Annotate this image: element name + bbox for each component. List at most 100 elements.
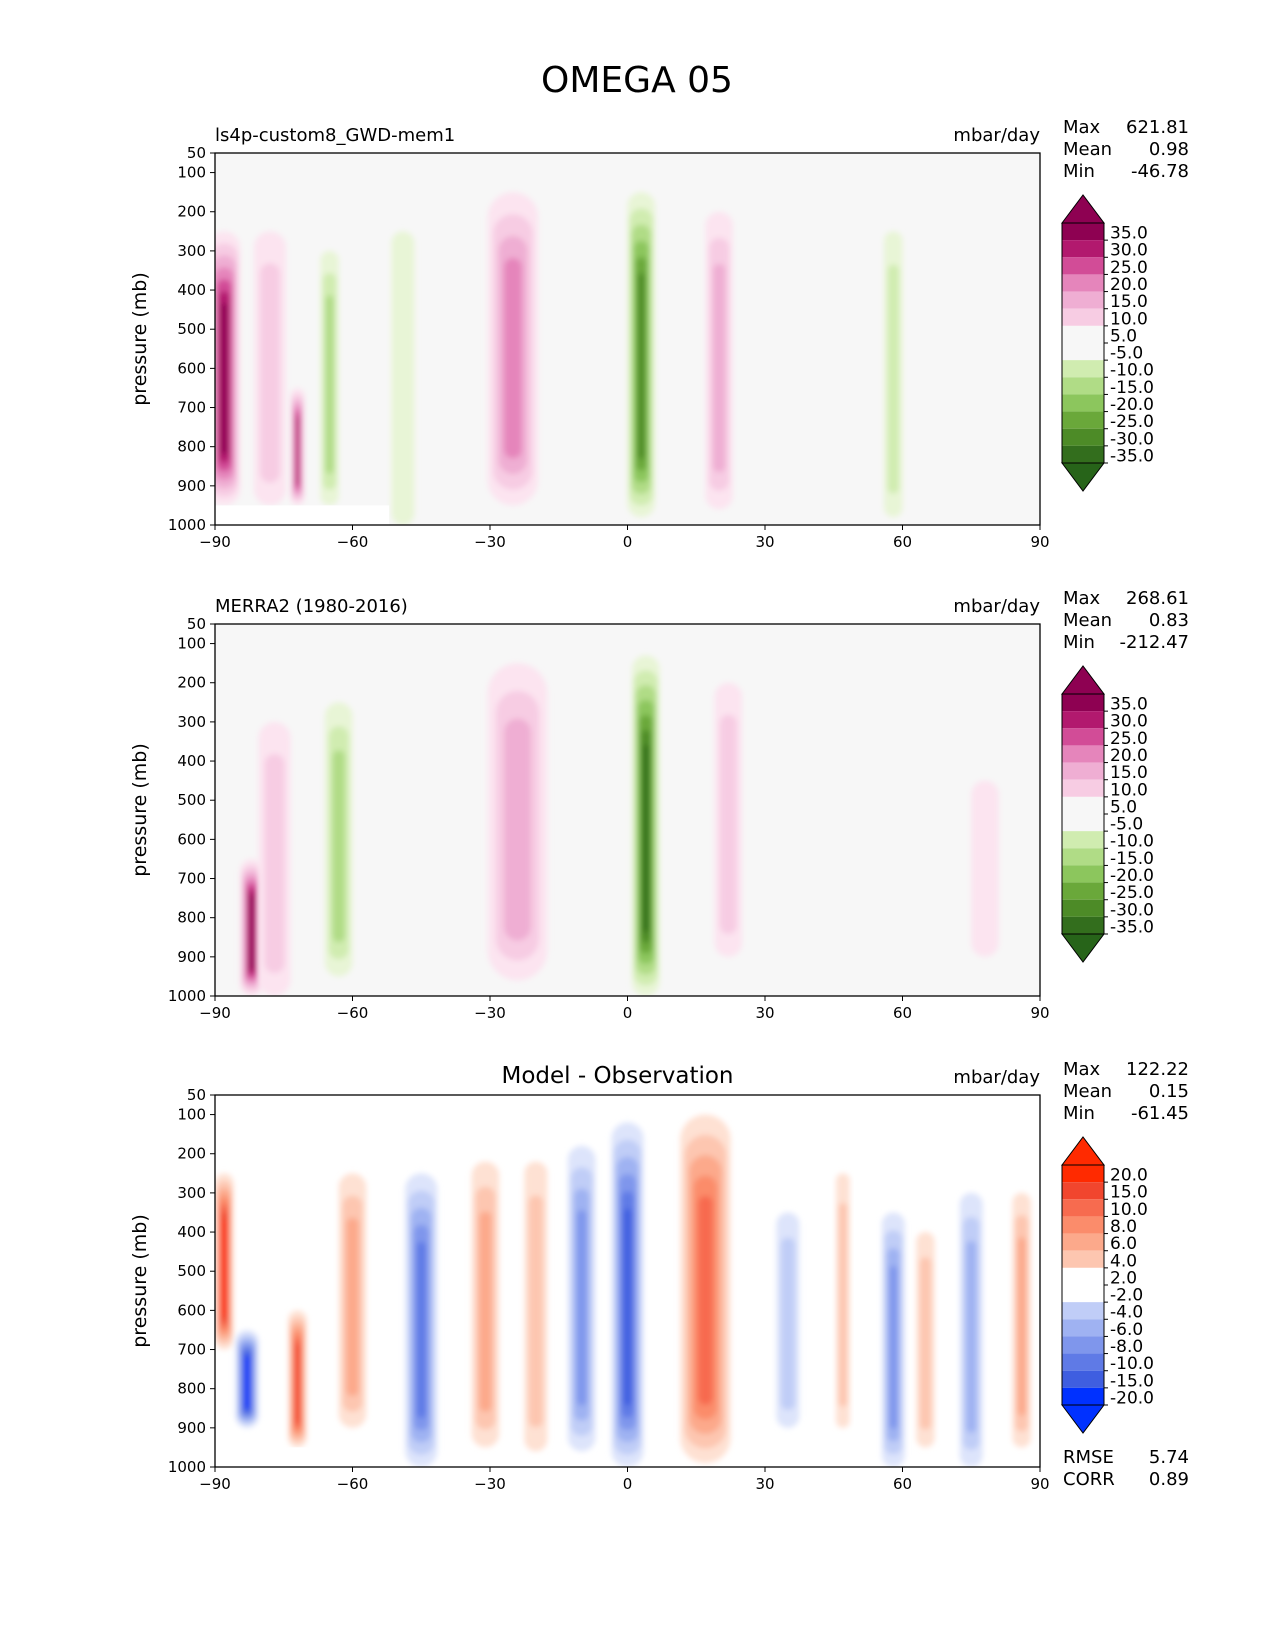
colorbar-segment xyxy=(1062,916,1104,934)
colorbar-segment xyxy=(1062,1370,1104,1388)
y-tick-label: 1000 xyxy=(168,1458,206,1476)
units-label: mbar/day xyxy=(953,125,1040,146)
colorbar-label: -25.0 xyxy=(1110,412,1154,432)
y-tick-label: 500 xyxy=(177,320,206,338)
y-tick-label: 600 xyxy=(177,830,206,848)
colorbar-label: -8.0 xyxy=(1110,1337,1143,1357)
colorbar-label: 20.0 xyxy=(1110,1166,1148,1186)
colorbar-segment xyxy=(1062,796,1104,814)
colorbar-label: -25.0 xyxy=(1110,883,1154,903)
contour-negative-3 xyxy=(325,702,353,977)
colorbar-segment xyxy=(1062,1199,1104,1217)
y-tick-label: 200 xyxy=(177,203,206,221)
contour-band xyxy=(719,714,737,934)
colorbar-label: 35.0 xyxy=(1110,224,1148,244)
colorbar-segment xyxy=(1062,1165,1104,1183)
x-tick-label: 30 xyxy=(755,1004,774,1022)
colorbar-label: -20.0 xyxy=(1110,1388,1154,1408)
colorbar-label: -20.0 xyxy=(1110,866,1154,886)
contour-positive-1 xyxy=(215,231,241,506)
y-tick-label: 400 xyxy=(177,1223,206,1241)
colorbar-segment xyxy=(1062,274,1104,292)
extra-stat-label: RMSE xyxy=(1063,1447,1114,1468)
colorbar-segment xyxy=(1062,848,1104,866)
contour-positive-14 xyxy=(916,1232,935,1448)
colorbar-label: -20.0 xyxy=(1110,395,1154,415)
x-tick-label: −30 xyxy=(474,1004,506,1022)
y-tick-label: 400 xyxy=(177,281,206,299)
contour-positive-8 xyxy=(705,211,733,510)
contour-band xyxy=(391,231,415,525)
y-tick-label: 200 xyxy=(177,674,206,692)
colorbar-segment xyxy=(1062,411,1104,429)
contour-field xyxy=(240,655,999,996)
x-tick-label: 30 xyxy=(755,1475,774,1493)
colorbar-segment xyxy=(1062,745,1104,763)
x-tick-label: 0 xyxy=(623,1004,633,1022)
units-label: mbar/day xyxy=(953,1067,1040,1088)
colorbar-label: -10.0 xyxy=(1110,361,1154,381)
extra-stat-value: 5.74 xyxy=(1149,1447,1189,1468)
x-tick-label: 60 xyxy=(893,1004,912,1022)
panel-title: MERRA2 (1980-2016) xyxy=(215,596,408,617)
contour-positive-7 xyxy=(971,780,999,957)
stat-label: Mean xyxy=(1063,139,1112,160)
stat-label: Min xyxy=(1063,1103,1095,1124)
colorbar-label: -30.0 xyxy=(1110,900,1154,920)
contour-negative-7 xyxy=(627,192,655,518)
contour-positive-4 xyxy=(487,663,548,981)
colorbar-segment xyxy=(1062,1285,1104,1303)
contour-band xyxy=(971,780,999,957)
colorbar-label: -10.0 xyxy=(1110,1354,1154,1374)
stat-label: Min xyxy=(1063,632,1095,653)
y-tick-label: 50 xyxy=(187,615,206,633)
x-tick-label: 0 xyxy=(623,533,633,551)
colorbar-bottom-arrow xyxy=(1061,462,1105,492)
colorbar-label: 25.0 xyxy=(1110,729,1148,749)
contour-negative-5 xyxy=(391,231,415,525)
y-axis-label: pressure (mb) xyxy=(129,743,151,877)
extra-stat-label: CORR xyxy=(1063,1469,1115,1490)
y-tick-label: 500 xyxy=(177,1262,206,1280)
colorbar-segment xyxy=(1062,899,1104,917)
y-tick-label: 300 xyxy=(177,242,206,260)
panel-2: −90 −60 −30 0 30 60 90 50 100 200 300 400 500 600 700 8… xyxy=(129,588,1189,1022)
contour-band xyxy=(295,1344,300,1423)
contour-field xyxy=(215,192,903,525)
contour-positive-3 xyxy=(288,1310,307,1448)
y-tick-label: 200 xyxy=(177,1145,206,1163)
stat-value: -61.45 xyxy=(1131,1103,1189,1124)
y-tick-label: 700 xyxy=(177,1341,206,1359)
colorbar-label: -4.0 xyxy=(1110,1303,1143,1323)
contour-positive-6 xyxy=(471,1161,500,1448)
colorbar-label: -2.0 xyxy=(1110,1286,1143,1306)
colorbar-segment xyxy=(1062,343,1104,361)
colorbar-segment xyxy=(1062,308,1104,326)
colorbar-segment xyxy=(1062,1336,1104,1354)
x-tick-label: 90 xyxy=(1030,1004,1049,1022)
contour-band xyxy=(264,753,285,974)
x-tick-label: −60 xyxy=(337,533,369,551)
contour-band xyxy=(642,744,649,933)
contour-band xyxy=(295,417,300,485)
colorbar: 35.030.025.020.015.010.05.0-5.0-10.0-15.… xyxy=(1061,665,1154,963)
y-tick-label: 600 xyxy=(177,1301,206,1319)
y-tick-label: 400 xyxy=(177,752,206,770)
panel-title: Model - Observation xyxy=(501,1063,733,1089)
colorbar-segment xyxy=(1062,394,1104,412)
x-tick-label: −30 xyxy=(474,1475,506,1493)
stat-value: 268.61 xyxy=(1126,588,1189,609)
contour-positive-1 xyxy=(240,858,264,996)
colorbar-segment xyxy=(1062,1387,1104,1405)
contour-negative-9 xyxy=(884,231,903,518)
colorbar-label: 6.0 xyxy=(1110,1234,1137,1254)
colorbar-segment xyxy=(1062,1319,1104,1337)
colorbar-segment xyxy=(1062,1353,1104,1371)
colorbar-segment xyxy=(1062,694,1104,712)
stat-value: -212.47 xyxy=(1120,632,1189,653)
contour-positive-12 xyxy=(836,1173,850,1428)
contour-positive-2 xyxy=(253,231,287,506)
contour-band xyxy=(504,257,522,459)
stat-label: Mean xyxy=(1063,1081,1112,1102)
contour-band xyxy=(713,263,726,473)
